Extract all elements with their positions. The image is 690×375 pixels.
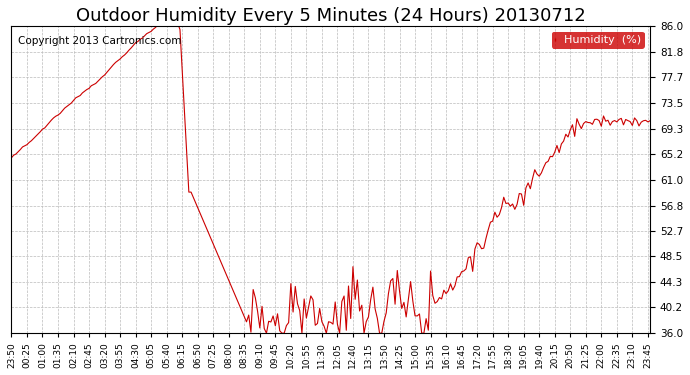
Title: Outdoor Humidity Every 5 Minutes (24 Hours) 20130712: Outdoor Humidity Every 5 Minutes (24 Hou… (76, 7, 586, 25)
Legend: Humidity  (%): Humidity (%) (552, 32, 644, 49)
Text: Copyright 2013 Cartronics.com: Copyright 2013 Cartronics.com (18, 36, 181, 46)
